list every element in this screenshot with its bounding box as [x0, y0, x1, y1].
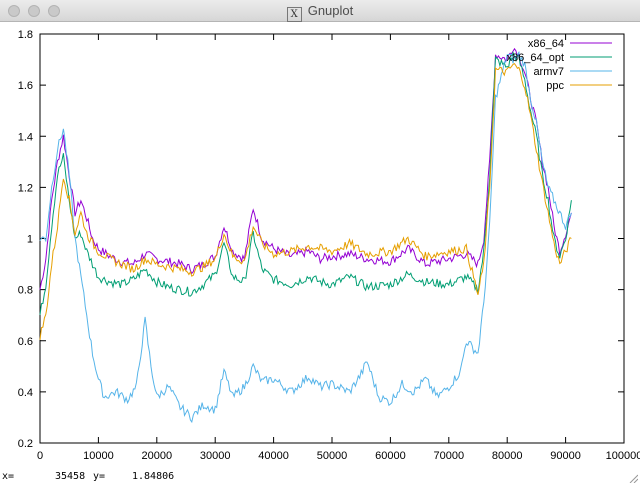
x-tick-label: 90000 — [550, 450, 581, 462]
window-title-group: X Gnuplot — [0, 3, 640, 22]
zoom-window-button[interactable] — [48, 5, 60, 17]
y-tick-label: 0.8 — [18, 285, 33, 297]
plot-frame — [39, 33, 625, 444]
window-title: Gnuplot — [307, 3, 354, 18]
cursor-y-label: y= — [93, 471, 106, 482]
x-tick-label: 20000 — [142, 450, 173, 462]
x-tick-label: 0 — [37, 450, 43, 462]
window-titlebar: X Gnuplot — [0, 0, 640, 22]
legend-label: armv7 — [533, 66, 564, 78]
series-line-x86-64 — [39, 47, 572, 290]
legend-label: ppc — [546, 80, 564, 92]
x-tick-label: 50000 — [317, 450, 348, 462]
y-tick-label: 1 — [27, 234, 33, 246]
cursor-y-value: 1.84806 — [132, 471, 175, 482]
minimize-window-button[interactable] — [28, 5, 40, 17]
y-tick-label: 0.4 — [18, 387, 33, 399]
y-tick-label: 1.6 — [18, 80, 33, 92]
x-tick-label: 70000 — [434, 450, 465, 462]
y-tick-label: 1.2 — [18, 182, 33, 194]
y-tick-label: 1.8 — [18, 29, 33, 41]
x-tick-label: 40000 — [258, 450, 289, 462]
y-tick-label: 1.4 — [18, 131, 33, 143]
y-tick-label: 0.6 — [18, 336, 33, 348]
x-tick-label: 80000 — [492, 450, 523, 462]
x11-icon: X — [286, 7, 302, 22]
plot-canvas[interactable]: 0 10000 20000 30000 40000 50000 60000 70000 8000… — [0, 22, 640, 470]
cursor-x-value: 35458 — [55, 471, 86, 482]
x-tick-label: 100000 — [606, 450, 640, 462]
cursor-x-label: x= — [2, 471, 15, 482]
series-line-x86-64-opt — [39, 51, 572, 315]
x-tick-label: 30000 — [200, 450, 231, 462]
y-tick-label: 0.2 — [18, 438, 33, 450]
legend-label: x86_64 — [528, 38, 564, 50]
resize-grip-icon[interactable] — [628, 473, 638, 483]
status-bar: x= 35458 y= 1.84806 — [0, 470, 640, 485]
x-tick-label: 10000 — [83, 450, 114, 462]
legend-label: x86_64_opt — [507, 52, 565, 64]
series-line-ppc — [39, 62, 572, 340]
close-window-button[interactable] — [8, 5, 20, 17]
series-line-armv7 — [39, 51, 572, 424]
x-tick-label: 60000 — [375, 450, 406, 462]
